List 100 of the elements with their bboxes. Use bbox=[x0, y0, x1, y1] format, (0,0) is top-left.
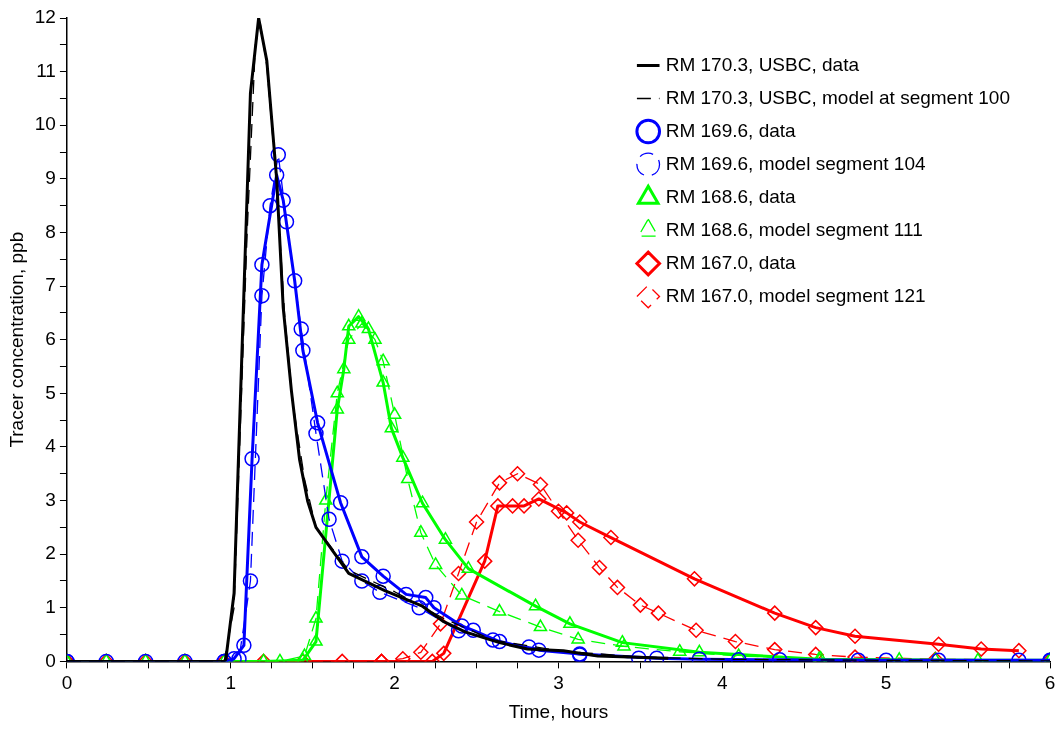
point bbox=[485, 632, 501, 648]
point bbox=[973, 641, 989, 657]
point bbox=[570, 532, 586, 548]
point bbox=[254, 287, 270, 304]
point bbox=[509, 465, 526, 482]
point bbox=[688, 622, 704, 639]
point bbox=[309, 610, 323, 623]
point bbox=[426, 600, 442, 616]
point bbox=[332, 494, 349, 511]
point bbox=[533, 619, 548, 632]
point bbox=[609, 579, 626, 596]
point bbox=[354, 549, 370, 565]
y-tick-label: 11 bbox=[36, 59, 56, 81]
legend-label: RM 168.6, data bbox=[665, 185, 797, 207]
point bbox=[268, 167, 285, 183]
point bbox=[531, 491, 547, 507]
point bbox=[766, 641, 783, 658]
point bbox=[438, 531, 453, 544]
x-axis-title: Time, hours bbox=[508, 700, 609, 722]
x-tick-label: 0 bbox=[61, 672, 73, 694]
point bbox=[354, 573, 370, 589]
legend-label: RM 169.6, data bbox=[665, 119, 797, 141]
y-tick-label: 0 bbox=[45, 649, 56, 671]
y-tick-label: 9 bbox=[45, 167, 56, 189]
point bbox=[295, 342, 311, 359]
point bbox=[650, 605, 667, 621]
x-tick-label: 3 bbox=[553, 672, 564, 694]
point bbox=[454, 587, 469, 600]
x-tick-label: 2 bbox=[389, 672, 400, 694]
point bbox=[275, 192, 291, 209]
point bbox=[1011, 642, 1027, 659]
point bbox=[411, 600, 427, 616]
point bbox=[591, 559, 608, 576]
point bbox=[236, 637, 252, 654]
point bbox=[414, 524, 428, 537]
point bbox=[692, 644, 707, 657]
point bbox=[334, 553, 350, 569]
legend-label: RM 169.6, model segment 104 bbox=[665, 152, 926, 174]
point bbox=[398, 586, 414, 603]
point bbox=[321, 511, 337, 528]
point bbox=[528, 598, 543, 611]
point bbox=[468, 514, 485, 530]
point bbox=[450, 565, 467, 582]
point bbox=[242, 573, 259, 589]
y-tick-label: 5 bbox=[45, 381, 56, 403]
y-tick-label: 8 bbox=[45, 220, 56, 242]
point bbox=[254, 256, 270, 273]
y-axis-title: Tracer concentration, ppb bbox=[5, 231, 27, 448]
point bbox=[384, 420, 399, 433]
point bbox=[492, 603, 507, 616]
point bbox=[262, 197, 278, 214]
point bbox=[330, 401, 345, 414]
point bbox=[308, 425, 324, 442]
point bbox=[293, 321, 309, 337]
point bbox=[490, 498, 506, 514]
point bbox=[368, 331, 382, 344]
point bbox=[632, 597, 649, 613]
point bbox=[572, 514, 588, 530]
point bbox=[376, 374, 390, 387]
point bbox=[617, 638, 631, 651]
point bbox=[807, 619, 824, 636]
point bbox=[376, 353, 390, 366]
point bbox=[309, 633, 323, 646]
point bbox=[930, 636, 947, 652]
legend-label: RM 167.0, model segment 121 bbox=[665, 284, 926, 306]
y-tick-label: 1 bbox=[45, 596, 56, 618]
point bbox=[450, 623, 467, 639]
point bbox=[400, 471, 415, 484]
point bbox=[413, 644, 429, 661]
point bbox=[418, 589, 434, 606]
point bbox=[372, 584, 388, 600]
legend-label: RM 167.0, data bbox=[665, 251, 797, 273]
point bbox=[387, 407, 402, 420]
point bbox=[558, 505, 575, 521]
point bbox=[531, 642, 547, 658]
point bbox=[461, 560, 476, 573]
point bbox=[686, 571, 703, 587]
point bbox=[571, 631, 585, 644]
point bbox=[330, 385, 345, 398]
x-tick-label: 6 bbox=[1044, 672, 1056, 694]
y-tick-label: 3 bbox=[45, 488, 56, 510]
y-tick-label: 10 bbox=[34, 113, 56, 135]
point bbox=[672, 644, 687, 656]
point bbox=[361, 321, 376, 334]
x-tick-label: 5 bbox=[880, 672, 892, 694]
point bbox=[396, 449, 410, 462]
y-tick-label: 12 bbox=[34, 6, 56, 28]
point bbox=[341, 331, 356, 344]
point bbox=[270, 146, 287, 163]
y-tick-label: 2 bbox=[45, 542, 56, 564]
point bbox=[516, 498, 532, 514]
point bbox=[454, 618, 470, 634]
point bbox=[351, 308, 366, 321]
point bbox=[766, 605, 783, 621]
point bbox=[355, 315, 369, 328]
x-tick-label: 4 bbox=[717, 672, 729, 694]
y-tick-label: 6 bbox=[45, 327, 56, 349]
legend-label: RM 170.3, USBC, model at segment 100 bbox=[665, 86, 1011, 108]
legend-label: RM 170.3, USBC, data bbox=[665, 53, 860, 75]
point bbox=[727, 633, 744, 650]
